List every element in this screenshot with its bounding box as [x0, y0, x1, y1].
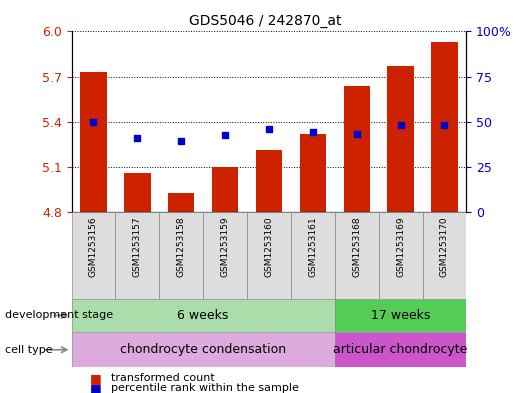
Text: 6 weeks: 6 weeks — [178, 309, 229, 322]
Bar — [247, 212, 291, 299]
Bar — [81, 72, 107, 212]
Text: cell type: cell type — [5, 345, 56, 355]
Bar — [387, 66, 414, 212]
Text: transformed count: transformed count — [111, 373, 215, 383]
Bar — [72, 332, 335, 367]
Bar — [160, 212, 203, 299]
Text: GSM1253161: GSM1253161 — [308, 217, 317, 277]
Bar — [422, 212, 466, 299]
Text: percentile rank within the sample: percentile rank within the sample — [111, 383, 299, 393]
Bar — [299, 134, 326, 212]
Bar — [343, 86, 370, 212]
Bar — [124, 173, 151, 212]
Bar — [335, 299, 466, 332]
Bar — [335, 332, 466, 367]
Bar — [72, 299, 335, 332]
Text: GSM1253160: GSM1253160 — [264, 217, 273, 277]
Bar — [256, 151, 282, 212]
Text: chondrocyte condensation: chondrocyte condensation — [120, 343, 286, 356]
Text: development stage: development stage — [5, 310, 117, 320]
Bar — [335, 212, 378, 299]
Text: ■: ■ — [90, 371, 102, 385]
Text: GSM1253159: GSM1253159 — [220, 217, 229, 277]
Bar — [203, 212, 247, 299]
Text: 17 weeks: 17 weeks — [371, 309, 430, 322]
Text: GSM1253156: GSM1253156 — [89, 217, 98, 277]
Bar — [168, 193, 195, 212]
Text: GSM1253158: GSM1253158 — [176, 217, 186, 277]
Bar — [116, 212, 160, 299]
Text: articular chondrocyte: articular chondrocyte — [333, 343, 468, 356]
Bar — [378, 212, 422, 299]
Text: GSM1253169: GSM1253169 — [396, 217, 405, 277]
Text: GSM1253157: GSM1253157 — [133, 217, 142, 277]
Bar — [431, 42, 457, 212]
Text: ■: ■ — [90, 382, 102, 393]
Bar — [72, 212, 116, 299]
Text: GDS5046 / 242870_at: GDS5046 / 242870_at — [189, 14, 341, 28]
Bar — [212, 167, 238, 212]
Bar — [291, 212, 335, 299]
Text: GSM1253170: GSM1253170 — [440, 217, 449, 277]
Text: GSM1253168: GSM1253168 — [352, 217, 361, 277]
